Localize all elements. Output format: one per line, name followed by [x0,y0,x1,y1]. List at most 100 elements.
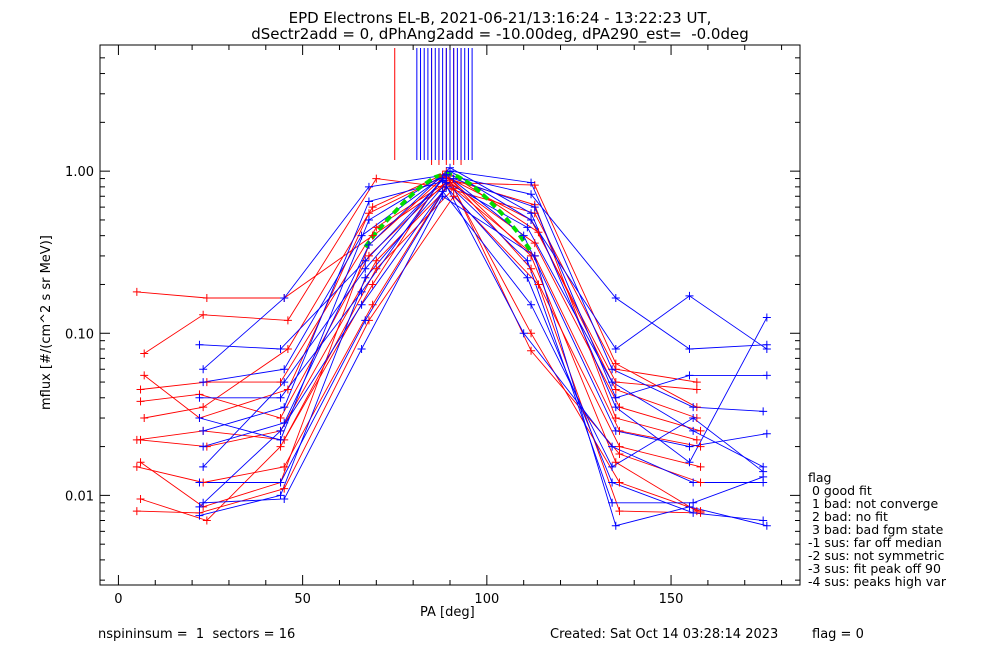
data-point [611,385,620,394]
data-point [276,414,285,423]
legend-item: 0 good fit [808,483,872,498]
data-point [608,498,617,507]
data-point [283,344,292,353]
data-point [132,462,141,471]
data-point [357,344,366,353]
series-line [140,187,701,522]
legend-item: -2 sus: not symmetric [808,548,945,563]
data-point [357,300,366,309]
data-point [438,187,447,196]
data-point [361,273,370,282]
data-point [276,442,285,451]
data-point [280,418,289,427]
data-point [372,256,381,265]
data-point [534,228,543,237]
series-line [203,195,767,527]
data-point [136,458,145,467]
data-point [136,435,145,444]
y-tick-label: 0.10 [65,327,94,342]
series-line [199,190,764,508]
data-point [136,397,145,406]
data-point [136,385,145,394]
data-point [530,239,539,248]
series-line [199,186,764,521]
data-point [195,393,204,402]
data-point [692,378,701,387]
data-point [523,273,532,282]
series-line [199,170,764,441]
data-point [195,478,204,487]
data-point [132,507,141,516]
data-point [140,371,149,380]
series-line [203,167,768,463]
data-markers [132,163,771,530]
chart-title-line-2: dSectr2add = 0, dPhAng2add = -10.00deg, … [251,25,749,43]
data-point [280,403,289,412]
data-point [361,256,370,265]
data-point [449,174,458,183]
data-point [438,174,447,183]
data-point [283,385,292,394]
series-line [203,178,767,432]
series-line [140,184,701,448]
data-point [280,494,289,503]
data-point [527,300,536,309]
series-line [140,174,698,512]
data-point [132,287,141,296]
legend-item: 1 bad: not converge [808,496,939,511]
data-point [364,251,373,260]
chart-title-line-1: EPD Electrons EL-B, 2021-06-21/13:16:24 … [288,9,712,27]
footer-created: Created: Sat Oct 14 03:28:14 2023 [550,627,779,642]
data-point [762,371,771,380]
data-point [689,403,698,412]
legend-item: -3 sus: fit peak off 90 [808,561,941,576]
data-point [364,215,373,224]
data-point [527,190,536,199]
axes: 0 50 100 150 0.01 0.10 1.00 [65,44,800,607]
data-point [527,178,536,187]
data-point [195,340,204,349]
data-point [280,484,289,493]
series-line [136,170,697,441]
peak-marker-lines [394,48,473,165]
data-point [611,458,620,467]
data-point [357,231,366,240]
x-tick-label: 50 [294,592,311,607]
data-point [611,393,620,402]
data-point [685,371,694,380]
data-point [372,174,381,183]
data-point [368,231,377,240]
data-point [615,478,624,487]
flag-legend: flag 0 good fit 1 bad: not converge 2 ba… [808,471,946,588]
data-point [372,264,381,273]
data-point [140,414,149,423]
series-line [143,176,697,441]
data-point [762,429,771,438]
data-point [696,442,705,451]
data-point [689,508,698,517]
data-point [136,494,145,503]
data-point [195,414,204,423]
data-point [608,378,617,387]
data-point [202,516,211,525]
data-point [611,414,620,423]
data-point [523,223,532,232]
data-point [372,223,381,232]
data-point [608,365,617,374]
data-point [762,344,771,353]
legend-item: -1 sus: far off median [808,535,942,550]
data-point [523,256,532,265]
data-point [199,442,208,451]
data-point [357,287,366,296]
data-point [527,329,536,338]
data-point [280,365,289,374]
data-point [689,414,698,423]
data-point [685,442,694,451]
series-line [199,179,764,468]
data-point [199,403,208,412]
data-point [276,344,285,353]
data-point [685,458,694,467]
data-point [364,241,373,250]
data-point [199,498,208,507]
